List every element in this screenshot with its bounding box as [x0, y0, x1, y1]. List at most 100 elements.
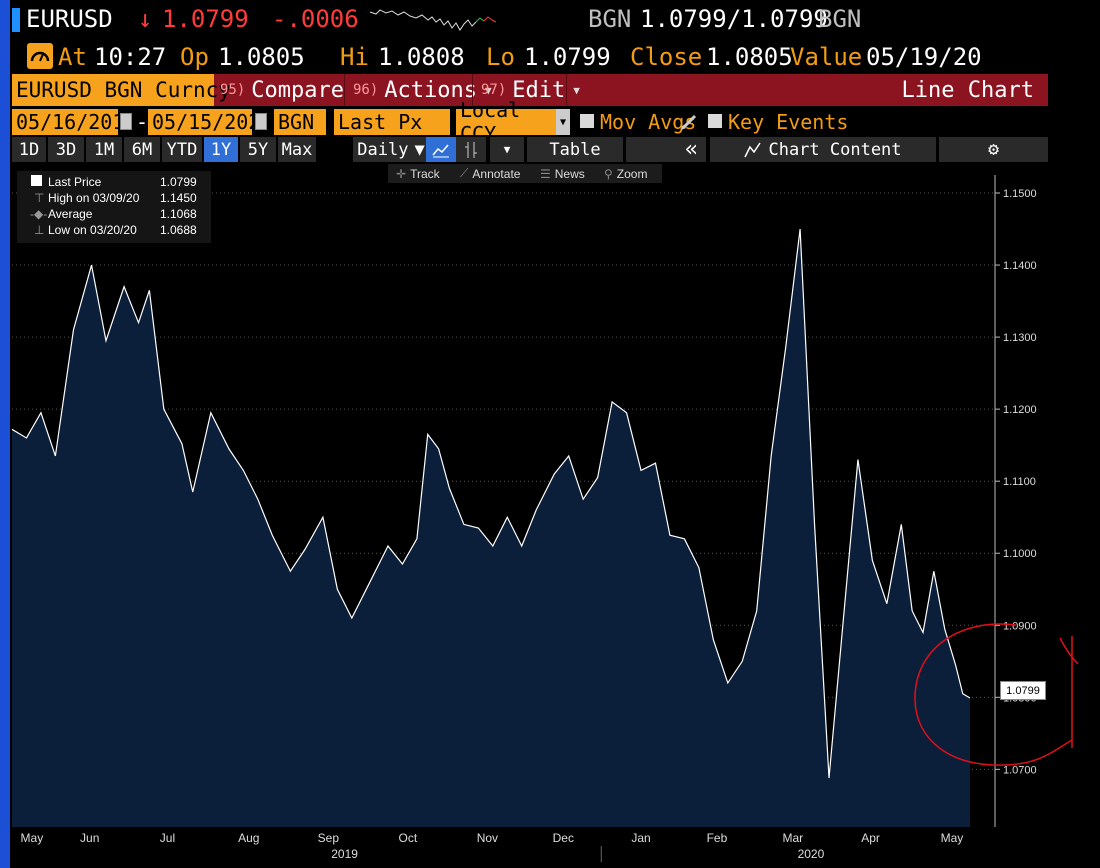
ticker[interactable]: EURUSD — [26, 5, 113, 33]
open-label: Op — [180, 43, 209, 71]
chart-type-title: Line Chart — [902, 74, 1034, 106]
last-price-tag-value: 1.0799 — [1006, 684, 1040, 697]
chart-content-label: Chart Content — [768, 139, 902, 160]
line-chart-mode-button[interactable] — [426, 137, 456, 162]
actions-label: Actions — [384, 77, 478, 103]
track-tool[interactable]: ✛ Track — [396, 164, 440, 183]
date-separator: - — [136, 110, 149, 134]
range-button-5y[interactable]: 5Y — [240, 137, 276, 162]
range-button-1d[interactable]: 1D — [12, 137, 46, 162]
legend-average-label: Average — [48, 207, 93, 221]
security-marker — [12, 8, 20, 32]
periodicity-select[interactable]: Daily ▼ — [353, 137, 429, 162]
annotate-tool[interactable]: ⟋ Annotate — [460, 164, 520, 183]
caret-down-icon: ▼ — [485, 83, 492, 97]
calendar-icon[interactable] — [255, 113, 267, 130]
toolbar-divider — [566, 74, 567, 106]
mov-avgs-label[interactable]: Mov Avgs — [600, 110, 697, 134]
net-change: -.0006 — [272, 5, 359, 33]
high-value: 1.0808 — [378, 43, 465, 71]
security-field[interactable]: EURUSD BGN Curncy — [12, 74, 231, 106]
candlestick-icon — [465, 141, 477, 158]
range-button-1y[interactable]: 1Y — [204, 137, 238, 162]
chart-style-dropdown[interactable]: ▼ — [490, 137, 524, 162]
actions-number: 96) — [353, 82, 379, 98]
start-date: 05/16/2019 — [16, 110, 137, 134]
legend-low-value: 1.0688 — [160, 223, 197, 237]
candle-mode-button[interactable] — [456, 137, 486, 162]
periodicity-label: Daily — [357, 139, 409, 160]
news-tool[interactable]: ☰ News — [540, 164, 585, 183]
range-button-3d[interactable]: 3D — [48, 137, 84, 162]
collapse-button[interactable]: « — [626, 137, 706, 162]
value-date: 05/19/20 — [866, 43, 982, 71]
legend-high-value: 1.1450 — [160, 191, 197, 205]
pencil-icon[interactable] — [679, 112, 699, 132]
range-button-1m[interactable]: 1M — [86, 137, 122, 162]
y-tick-label: 1.1300 — [1003, 332, 1037, 344]
y-tick-label: 1.1500 — [1003, 188, 1037, 200]
actions-menu[interactable]: 96) Actions ▼ — [344, 74, 492, 106]
x-tick-label: Jun — [80, 831, 99, 845]
last-price-tag: 1.0799 — [1000, 681, 1046, 700]
y-tick-label: 1.0700 — [1003, 764, 1037, 776]
price-field-value: Last Px — [338, 110, 423, 134]
legend-low-label: Low on 03/20/20 — [48, 223, 137, 237]
x-tick-label: Jul — [160, 831, 175, 845]
y-axis[interactable]: 1.07001.08001.09001.10001.11001.12001.13… — [995, 188, 1037, 776]
x-tick-label: Apr — [861, 831, 880, 845]
range-toolbar: 1D 3D 1M 6M YTD 1Y 5Y Max Daily ▼ ▼ Table « Cha… — [12, 137, 1048, 162]
range-button-ytd[interactable]: YTD — [162, 137, 202, 162]
hand-drawn-annotation — [914, 623, 1079, 766]
y-tick-label: 1.0900 — [1003, 620, 1037, 632]
compare-number: 95) — [220, 82, 246, 98]
value-label: Value — [790, 43, 863, 71]
low-label: Lo — [486, 43, 515, 71]
chart-content-button[interactable]: Chart Content — [710, 137, 936, 162]
end-date-field[interactable]: 05/15/2020 — [148, 109, 272, 135]
start-date-field[interactable]: 05/16/2019 — [12, 109, 136, 135]
y-tick-label: 1.1200 — [1003, 404, 1037, 416]
key-events-checkbox[interactable] — [708, 114, 722, 128]
double-chevron-left-icon: « — [684, 137, 698, 162]
quote-header: EURUSD ↓ 1.0799 -.0006 BGN 1.0799/1.0799… — [0, 0, 1060, 38]
range-button-6m[interactable]: 6M — [124, 137, 160, 162]
x-tick-label: Jan — [631, 831, 650, 845]
last-price: 1.0799 — [162, 5, 249, 33]
low-value: 1.0799 — [524, 43, 611, 71]
edit-label: Edit — [512, 77, 566, 103]
close-value: 1.0805 — [706, 43, 793, 71]
x-axis[interactable]: May Jun Jul Aug Sep Oct Nov Dec Jan Feb Mar Apr May 2… — [21, 831, 964, 862]
quote-details: At 10:27 Op 1.0805 Hi 1.0808 Lo 1.0799 C… — [0, 40, 1060, 74]
y-tick-label: 1.1400 — [1003, 260, 1037, 272]
year-label: 2019 — [331, 847, 358, 861]
chart-legend[interactable]: Last Price 1.0799 ⊤ High on 03/09/20 1.1… — [17, 171, 211, 243]
currency-dropdown-icon[interactable]: ▼ — [556, 109, 570, 135]
chart-parameters: 05/16/2019 - 05/15/2020 BGN Last Px Loca… — [12, 98, 1048, 146]
average-marker-icon: -◆- — [30, 207, 48, 221]
high-label: Hi — [340, 43, 369, 71]
edit-menu[interactable]: 97) Edit ▼ — [472, 74, 580, 106]
key-events-label[interactable]: Key Events — [728, 110, 849, 134]
bid-ask: 1.0799/1.0799 — [640, 5, 828, 33]
mov-avgs-checkbox[interactable] — [580, 114, 594, 128]
caret-down-icon: ▼ — [414, 139, 425, 160]
table-button[interactable]: Table — [527, 137, 623, 162]
x-tick-label: May — [941, 831, 964, 845]
zoom-label: Zoom — [616, 166, 648, 181]
zoom-icon: ⚲ — [604, 166, 613, 181]
bid-source: BGN — [588, 5, 632, 33]
zoom-tool[interactable]: ⚲ Zoom — [604, 164, 647, 183]
settings-button[interactable]: ⚙ — [939, 137, 1048, 162]
table-label: Table — [549, 139, 601, 160]
end-date: 05/15/2020 — [152, 110, 273, 134]
price-field-select[interactable]: Last Px — [334, 109, 450, 135]
range-button-max[interactable]: Max — [278, 137, 316, 162]
speedometer-icon[interactable] — [27, 43, 53, 69]
calendar-icon[interactable] — [120, 113, 132, 130]
source-field[interactable]: BGN — [274, 109, 326, 135]
compare-button[interactable]: 95) Compare — [220, 74, 344, 106]
legend-average-value: 1.1068 — [160, 207, 197, 221]
legend-last-price-label: Last Price — [48, 175, 102, 189]
